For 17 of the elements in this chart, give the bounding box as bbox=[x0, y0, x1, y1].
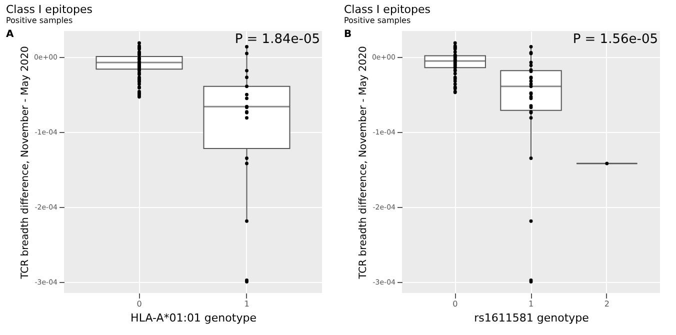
annotation: P = 1.56e-05 bbox=[572, 32, 658, 47]
chart-subtitle: Positive samples bbox=[6, 16, 73, 25]
chart-title: Class I epitopes bbox=[6, 3, 93, 16]
y-axis-title: TCR breadth difference, November - May 2020 bbox=[358, 46, 369, 280]
y-axis-title: TCR breadth difference, November - May 2020 bbox=[20, 46, 31, 280]
annotation: P = 1.84e-05 bbox=[234, 32, 320, 47]
x-axis-title: rs1611581 genotype bbox=[474, 312, 590, 324]
x-tick-label: 1 bbox=[244, 300, 250, 308]
text: A bbox=[6, 29, 14, 40]
x-axis-title: HLA-A*01:01 genotype bbox=[130, 312, 257, 324]
x-tick-label: 0 bbox=[452, 300, 458, 308]
x-tick-label: 0 bbox=[136, 300, 142, 308]
x-tick-label: 1 bbox=[528, 300, 534, 308]
text: B bbox=[344, 29, 352, 40]
chart-title: Class I epitopes bbox=[344, 3, 431, 16]
x-tick-label: 2 bbox=[604, 300, 610, 308]
chart-subtitle: Positive samples bbox=[344, 16, 411, 25]
